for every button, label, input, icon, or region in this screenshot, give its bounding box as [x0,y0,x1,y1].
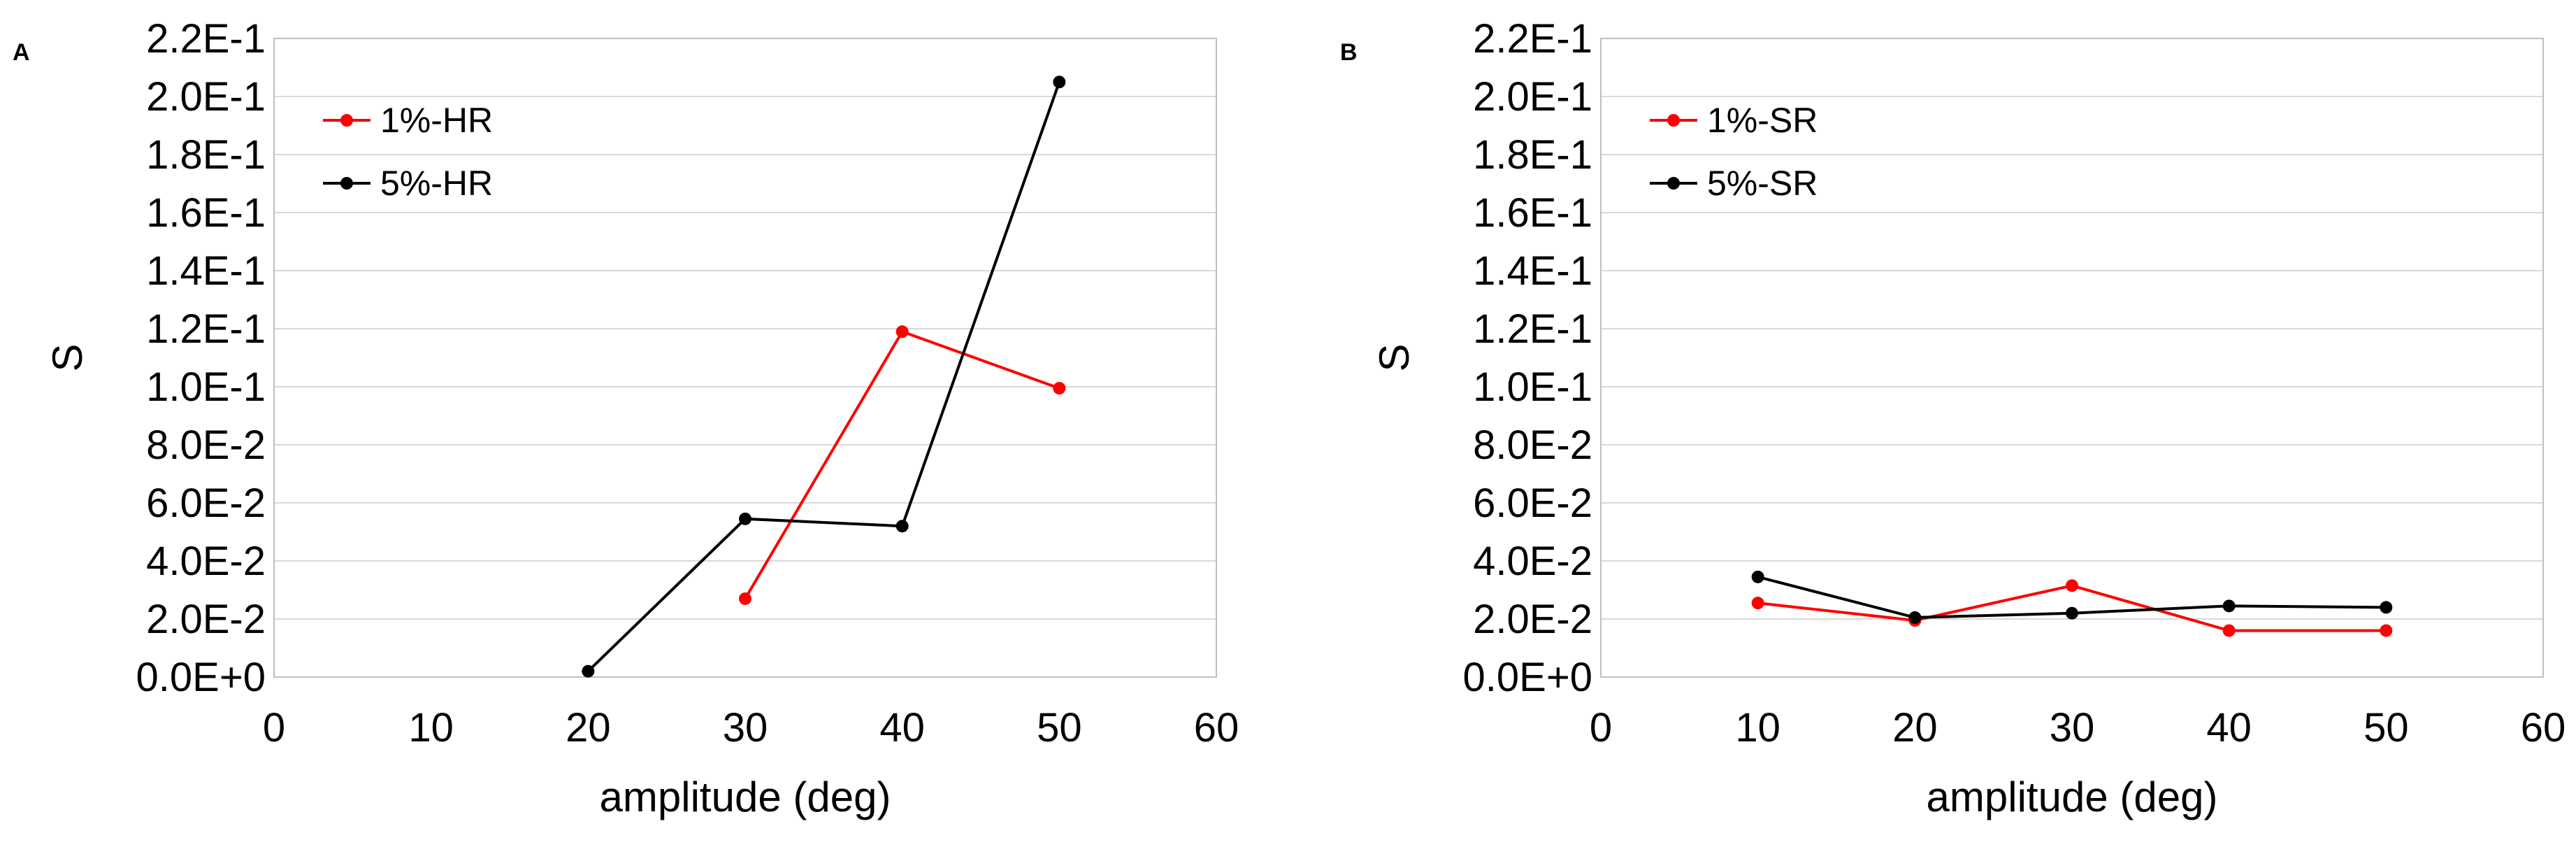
y-tick-label: 2.0E-2 [1473,597,1592,642]
legend-label: 5%-SR [1707,164,1818,203]
data-point [582,664,595,678]
y-tick-label: 1.8E-1 [1473,132,1592,178]
y-axis-ticks: 0.0E+0 2.0E-2 4.0E-2 6.0E-2 8.0E-2 1.0E-1 1.2E… [136,16,266,700]
x-tick-label: 0 [263,705,285,750]
data-point [1053,76,1066,89]
y-tick-label: 1.2E-1 [146,306,266,352]
y-tick-label: 6.0E-2 [1473,481,1592,526]
x-tick-label: 0 [1590,705,1612,750]
y-tick-label: 2.2E-1 [1473,16,1592,62]
x-tick-label: 60 [2521,705,2566,750]
data-point [2222,624,2236,637]
x-axis-title: amplitude (deg) [1927,774,2218,820]
chart-panel-b: B 0.0E+0 2.0E-2 4.0E-2 6.0E-2 8.0E-2 1.0E-1 1.… [1340,16,2566,820]
y-tick-label: 2.2E-1 [146,16,266,62]
data-point [2380,624,2393,637]
y-tick-label: 1.6E-1 [1473,190,1592,236]
series-layer [1751,570,2393,637]
data-point [895,325,909,339]
y-tick-label: 2.0E-2 [146,597,266,642]
plot-area [273,38,1217,678]
x-axis-ticks: 0 10 20 30 40 50 60 [263,705,1239,750]
legend: 1%-HR 5%-HR [323,101,493,203]
x-tick-label: 30 [2050,705,2095,750]
legend-marker [1667,177,1680,190]
legend-label: 1%-HR [380,101,493,140]
series-layer [582,76,1066,678]
panel-label: B [1340,39,1358,66]
y-tick-label: 1.0E-1 [1473,364,1592,410]
data-point [2066,579,2078,592]
y-axis-title: S [1371,343,1418,371]
x-axis-title: amplitude (deg) [600,774,891,820]
y-axis-title: S [44,343,91,371]
y-tick-label: 4.0E-2 [146,539,266,584]
y-tick-label: 0.0E+0 [136,655,266,700]
x-tick-label: 40 [2206,705,2252,750]
panel-label: A [13,39,30,66]
data-point [1751,570,1764,583]
y-tick-label: 0.0E+0 [1463,655,1592,700]
legend-marker [340,177,353,190]
x-tick-label: 40 [879,705,925,750]
y-axis-ticks: 0.0E+0 2.0E-2 4.0E-2 6.0E-2 8.0E-2 1.0E-1 1.2E… [1463,16,1592,700]
x-tick-label: 30 [723,705,768,750]
data-point [1751,597,1764,610]
legend-label: 1%-SR [1707,101,1818,140]
y-tick-label: 2.0E-1 [1473,74,1592,120]
x-tick-label: 60 [1194,705,1239,750]
data-point [2380,601,2393,614]
legend-marker [340,114,353,127]
legend-label: 5%-HR [380,164,493,203]
x-axis-ticks: 0 10 20 30 40 50 60 [1590,705,2566,750]
data-point [739,592,751,605]
legend-marker [1667,114,1680,127]
y-tick-label: 8.0E-2 [1473,422,1592,468]
data-point [2222,599,2236,613]
x-tick-label: 10 [408,705,454,750]
y-tick-label: 4.0E-2 [1473,539,1592,584]
x-tick-label: 50 [2363,705,2409,750]
plot-area [1600,38,2544,678]
y-tick-label: 1.4E-1 [1473,248,1592,294]
legend: 1%-SR 5%-SR [1650,101,1818,203]
y-tick-label: 1.0E-1 [146,364,266,410]
y-tick-label: 1.6E-1 [146,190,266,236]
y-tick-label: 1.2E-1 [1473,306,1592,352]
y-tick-label: 1.4E-1 [146,248,266,294]
series-line [587,81,1061,673]
y-tick-label: 8.0E-2 [146,422,266,468]
data-point [739,512,751,525]
data-point [895,520,909,533]
x-tick-label: 20 [566,705,611,750]
gridlines [1601,38,2543,678]
series-line [744,329,1060,599]
data-point [2066,606,2078,620]
chart-panel-a: A 0.0E+0 2.0E-2 4.0E-2 6.0E-2 8.0E-2 1.0E-1 1.… [13,16,1239,820]
x-tick-label: 50 [1037,705,1082,750]
x-tick-label: 20 [1892,705,1938,750]
y-tick-label: 2.0E-1 [146,74,266,120]
x-tick-label: 10 [1735,705,1780,750]
y-tick-label: 1.8E-1 [146,132,266,178]
y-tick-label: 6.0E-2 [146,481,266,526]
data-point [1908,611,1922,624]
data-point [1053,382,1066,395]
